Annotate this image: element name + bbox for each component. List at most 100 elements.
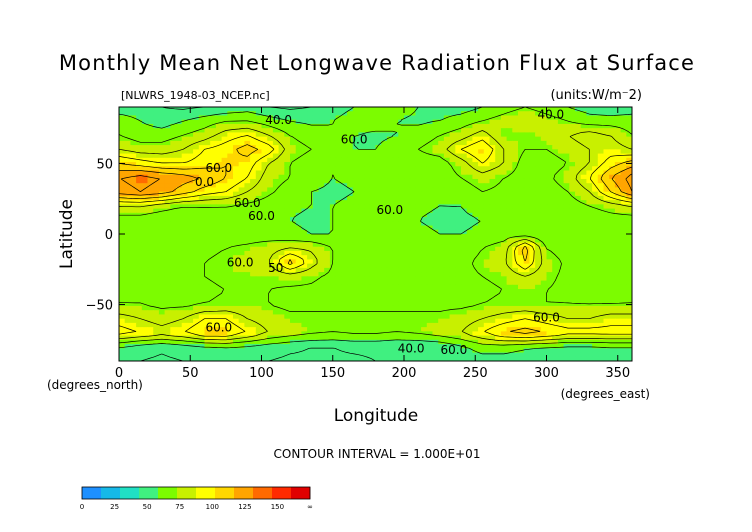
heatmap-cell (124, 132, 131, 138)
heatmap-cell (392, 166, 399, 172)
heatmap-cell (158, 132, 166, 138)
heatmap-cell (404, 310, 411, 316)
heatmap-cell (130, 238, 137, 244)
heatmap-cell (227, 293, 234, 299)
heatmap-cell (141, 107, 149, 112)
heatmap-cell (369, 217, 377, 222)
heatmap-cell (489, 263, 496, 269)
heatmap-cell (119, 157, 126, 163)
heatmap-cell (540, 162, 548, 167)
heatmap-cell (215, 208, 223, 214)
heatmap-cell (512, 263, 519, 269)
heatmap-cell (386, 123, 394, 129)
heatmap-cell (284, 255, 291, 260)
heatmap-cell (284, 111, 291, 117)
heatmap-cell (386, 217, 394, 222)
heatmap-cell (221, 183, 228, 189)
heatmap-cell (153, 246, 160, 252)
heatmap-cell (318, 234, 325, 239)
heatmap-cell (609, 217, 616, 222)
heatmap-cell (352, 250, 359, 256)
heatmap-cell (193, 221, 200, 227)
heatmap-cell (204, 123, 211, 129)
heatmap-cell (312, 263, 320, 269)
heatmap-cell (284, 305, 291, 311)
heatmap-cell (409, 322, 416, 328)
heatmap-cell (141, 221, 149, 227)
heatmap-cell (352, 119, 359, 125)
heatmap-cell (272, 225, 280, 231)
heatmap-cell (312, 136, 320, 142)
heatmap-cell (250, 208, 257, 214)
heatmap-cell (375, 178, 382, 184)
heatmap-cell (609, 335, 616, 341)
heatmap-cell (364, 259, 371, 265)
heatmap-cell (569, 128, 576, 133)
heatmap-cell (119, 221, 126, 227)
heatmap-cell (181, 221, 188, 227)
heatmap-cell (255, 111, 263, 117)
heatmap-cell (500, 123, 508, 129)
heatmap-cell (404, 208, 411, 214)
heatmap-cell (449, 119, 456, 125)
heatmap-cell (358, 145, 365, 150)
heatmap-cell (580, 301, 587, 307)
heatmap-cell (176, 242, 183, 248)
heatmap-cell (478, 123, 485, 129)
heatmap-cell (540, 153, 548, 159)
heatmap-cell (461, 305, 468, 311)
heatmap-cell (580, 183, 587, 189)
heatmap-cell (626, 242, 632, 248)
heatmap-cell (187, 276, 194, 282)
heatmap-cell (341, 234, 348, 239)
heatmap-cell (250, 157, 257, 163)
heatmap-cell (119, 128, 126, 133)
heatmap-cell (164, 280, 171, 286)
heatmap-cell (449, 276, 456, 282)
heatmap-cell (227, 157, 234, 163)
heatmap-cell (198, 225, 206, 231)
heatmap-cell (506, 157, 513, 163)
heatmap-cell (176, 335, 183, 341)
heatmap-cell (500, 136, 508, 142)
heatmap-cell (341, 238, 348, 244)
heatmap-cell (255, 149, 263, 155)
heatmap-cell (170, 136, 177, 142)
heatmap-cell (187, 221, 194, 227)
heatmap-cell (187, 318, 194, 324)
heatmap-cell (158, 123, 166, 129)
heatmap-cell (181, 276, 188, 282)
heatmap-cell (375, 322, 382, 328)
heatmap-cell (386, 314, 394, 320)
heatmap-cell (443, 157, 451, 163)
heatmap-cell (141, 234, 149, 239)
heatmap-cell (461, 280, 468, 286)
heatmap-cell (341, 331, 348, 337)
heatmap-cell (210, 272, 217, 277)
heatmap-cell (563, 162, 570, 167)
heatmap-cell (518, 119, 525, 125)
heatmap-cell (318, 111, 325, 117)
heatmap-cell (586, 229, 593, 235)
heatmap-cell (250, 195, 257, 201)
heatmap-cell (335, 153, 342, 159)
heatmap-cell (563, 263, 570, 269)
heatmap-cell (210, 310, 217, 316)
heatmap-cell (124, 322, 131, 328)
heatmap-cell (404, 132, 411, 138)
heatmap-cell (290, 335, 297, 341)
heatmap-cell (233, 297, 240, 303)
heatmap-cell (307, 136, 314, 142)
heatmap-cell (187, 339, 194, 345)
heatmap-cell (267, 322, 274, 328)
heatmap-cell (301, 115, 308, 121)
heatmap-cell (181, 305, 188, 311)
heatmap-cell (318, 217, 325, 222)
heatmap-cell (535, 284, 542, 290)
heatmap-cell (478, 212, 485, 218)
heatmap-cell (164, 191, 171, 197)
heatmap-cell (301, 166, 308, 172)
heatmap-cell (620, 208, 627, 214)
heatmap-cell (272, 107, 280, 112)
heatmap-cell (461, 145, 468, 150)
